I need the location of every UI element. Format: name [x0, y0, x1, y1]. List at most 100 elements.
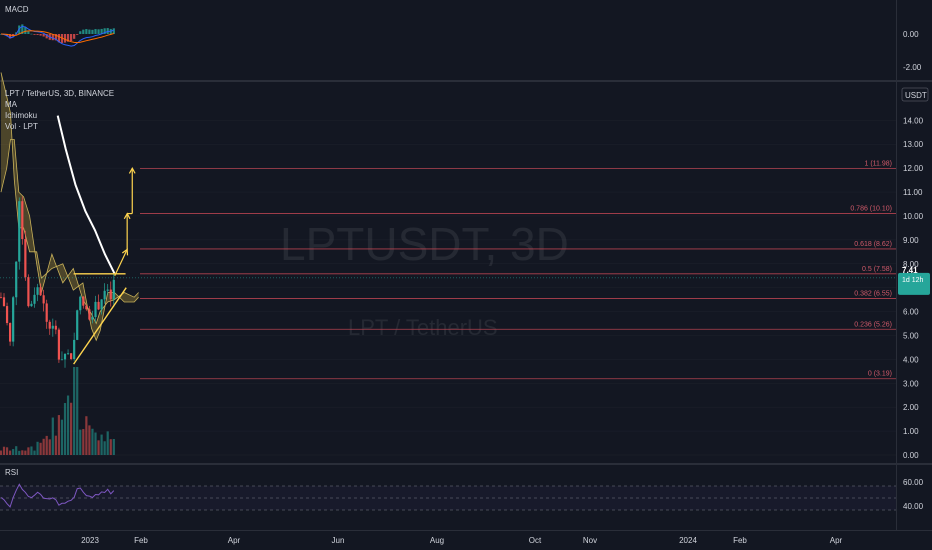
rsi-axis-tick: 60.00 [903, 478, 924, 487]
candle [63, 353, 67, 368]
candle [45, 299, 48, 329]
time-axis-label: Jun [332, 536, 345, 545]
volume-bar [103, 441, 106, 455]
volume-bar [5, 447, 9, 455]
candle [100, 299, 103, 315]
candle-body [33, 294, 36, 304]
candle-body [91, 317, 94, 320]
candle [106, 284, 109, 295]
price-axis-tick: 10.00 [903, 212, 924, 221]
candle [27, 274, 30, 308]
macd-axis-tick: -2.00 [903, 63, 922, 72]
candle [73, 332, 76, 361]
time-axis-label: 2023 [81, 536, 99, 545]
macd-histogram-bar [45, 34, 48, 39]
symbol-title[interactable]: LPT / TetherUS, 3D, BINANCE [5, 89, 114, 98]
candle-body [51, 325, 54, 329]
candle [5, 302, 9, 326]
macd-histogram-bar [70, 34, 73, 42]
macd-panel-label[interactable]: MACD [5, 5, 29, 14]
candle-body [70, 353, 73, 359]
price-axis-tick: 12.00 [903, 164, 924, 173]
volume-bar [27, 447, 30, 455]
macd-histogram-bar [33, 34, 36, 35]
macd-histogram-bar [79, 31, 82, 34]
indicator-label-ichimoku[interactable]: Ichimoku [5, 111, 37, 120]
candle-body [76, 310, 79, 340]
candle [70, 353, 73, 361]
fib-level-label: 0.786 (10.10) [850, 206, 892, 213]
volume-bar [76, 367, 79, 455]
candle-body [94, 301, 97, 318]
candle-body [2, 297, 6, 307]
price-axis-tick: 9.00 [903, 236, 919, 245]
indicator-label-volume[interactable]: Vol · LPT [5, 122, 38, 131]
candle-body [15, 261, 18, 298]
rsi-panel-label[interactable]: RSI [5, 468, 18, 477]
rsi-line [0, 483, 115, 508]
candle [57, 327, 61, 363]
volume-bar [15, 446, 18, 455]
macd-histogram-bar [54, 34, 57, 41]
indicator-label-ma[interactable]: MA [5, 100, 18, 109]
macd-histogram-bar [27, 31, 30, 34]
macd-histogram-bar [88, 29, 91, 34]
candle-body [24, 239, 27, 278]
candle-body [66, 353, 70, 355]
time-axis-label: Apr [228, 536, 241, 545]
price-axis-tick: 4.00 [903, 355, 919, 364]
panel-separator [0, 463, 932, 465]
macd-histogram-bar [103, 28, 106, 34]
volume-bar [106, 431, 109, 455]
candle-body [42, 295, 45, 304]
candle-body [12, 297, 15, 342]
fib-retracement: 1 (11.98) 0.786 (10.10) 0.618 (8.62) 0.5 (7… [140, 161, 896, 380]
time-axis-label: Feb [733, 536, 747, 545]
volume-bar [45, 435, 48, 455]
candle-body [112, 279, 115, 300]
candle-body [85, 305, 88, 310]
candle-body [79, 296, 82, 311]
candle-body [39, 287, 42, 296]
macd-histogram-bar [24, 27, 27, 34]
candle-body [103, 290, 106, 300]
ichimoku-cloud [0, 72, 139, 342]
volume-bar [60, 419, 64, 455]
candle-body [27, 277, 30, 307]
currency-badge[interactable] [901, 87, 929, 102]
candle [42, 289, 45, 312]
time-axis-border [0, 530, 932, 531]
price-axis-tick: 1.00 [903, 427, 919, 436]
macd-histogram-bar [57, 34, 61, 43]
candle-body [100, 299, 103, 310]
macd-histogram-bar [66, 34, 70, 42]
projection-arrows [114, 166, 136, 276]
macd-histogram-bar [91, 29, 94, 34]
macd-histogram-bar [112, 28, 115, 34]
volume-bar [88, 425, 91, 455]
volume-bar [79, 429, 82, 455]
candle [112, 273, 115, 307]
volume-bar [109, 439, 112, 455]
watermark-subtitle: LPT / TetherUS [348, 315, 498, 340]
volume-bar [48, 439, 51, 455]
candle-body [73, 339, 76, 359]
volume-bar [9, 450, 12, 455]
candle [82, 296, 85, 309]
candle-body [30, 303, 33, 307]
candle-body [88, 309, 91, 320]
price-badge-countdown: 1d 12h [902, 277, 924, 284]
candle-body [57, 329, 61, 360]
volume-bar [91, 428, 94, 455]
time-axis-label: Aug [430, 536, 444, 545]
candle [9, 322, 12, 346]
macd-histogram-bar [9, 34, 12, 39]
fib-level-label: 0.618 (8.62) [854, 241, 892, 248]
macd-line [0, 25, 114, 47]
volume-bar [33, 450, 36, 455]
candle-body [36, 287, 39, 295]
candle-body [5, 306, 9, 324]
time-axis: 2023 Feb Apr Jun Aug Oct Nov 2024 Feb Apr [81, 536, 842, 545]
candle [97, 294, 100, 311]
